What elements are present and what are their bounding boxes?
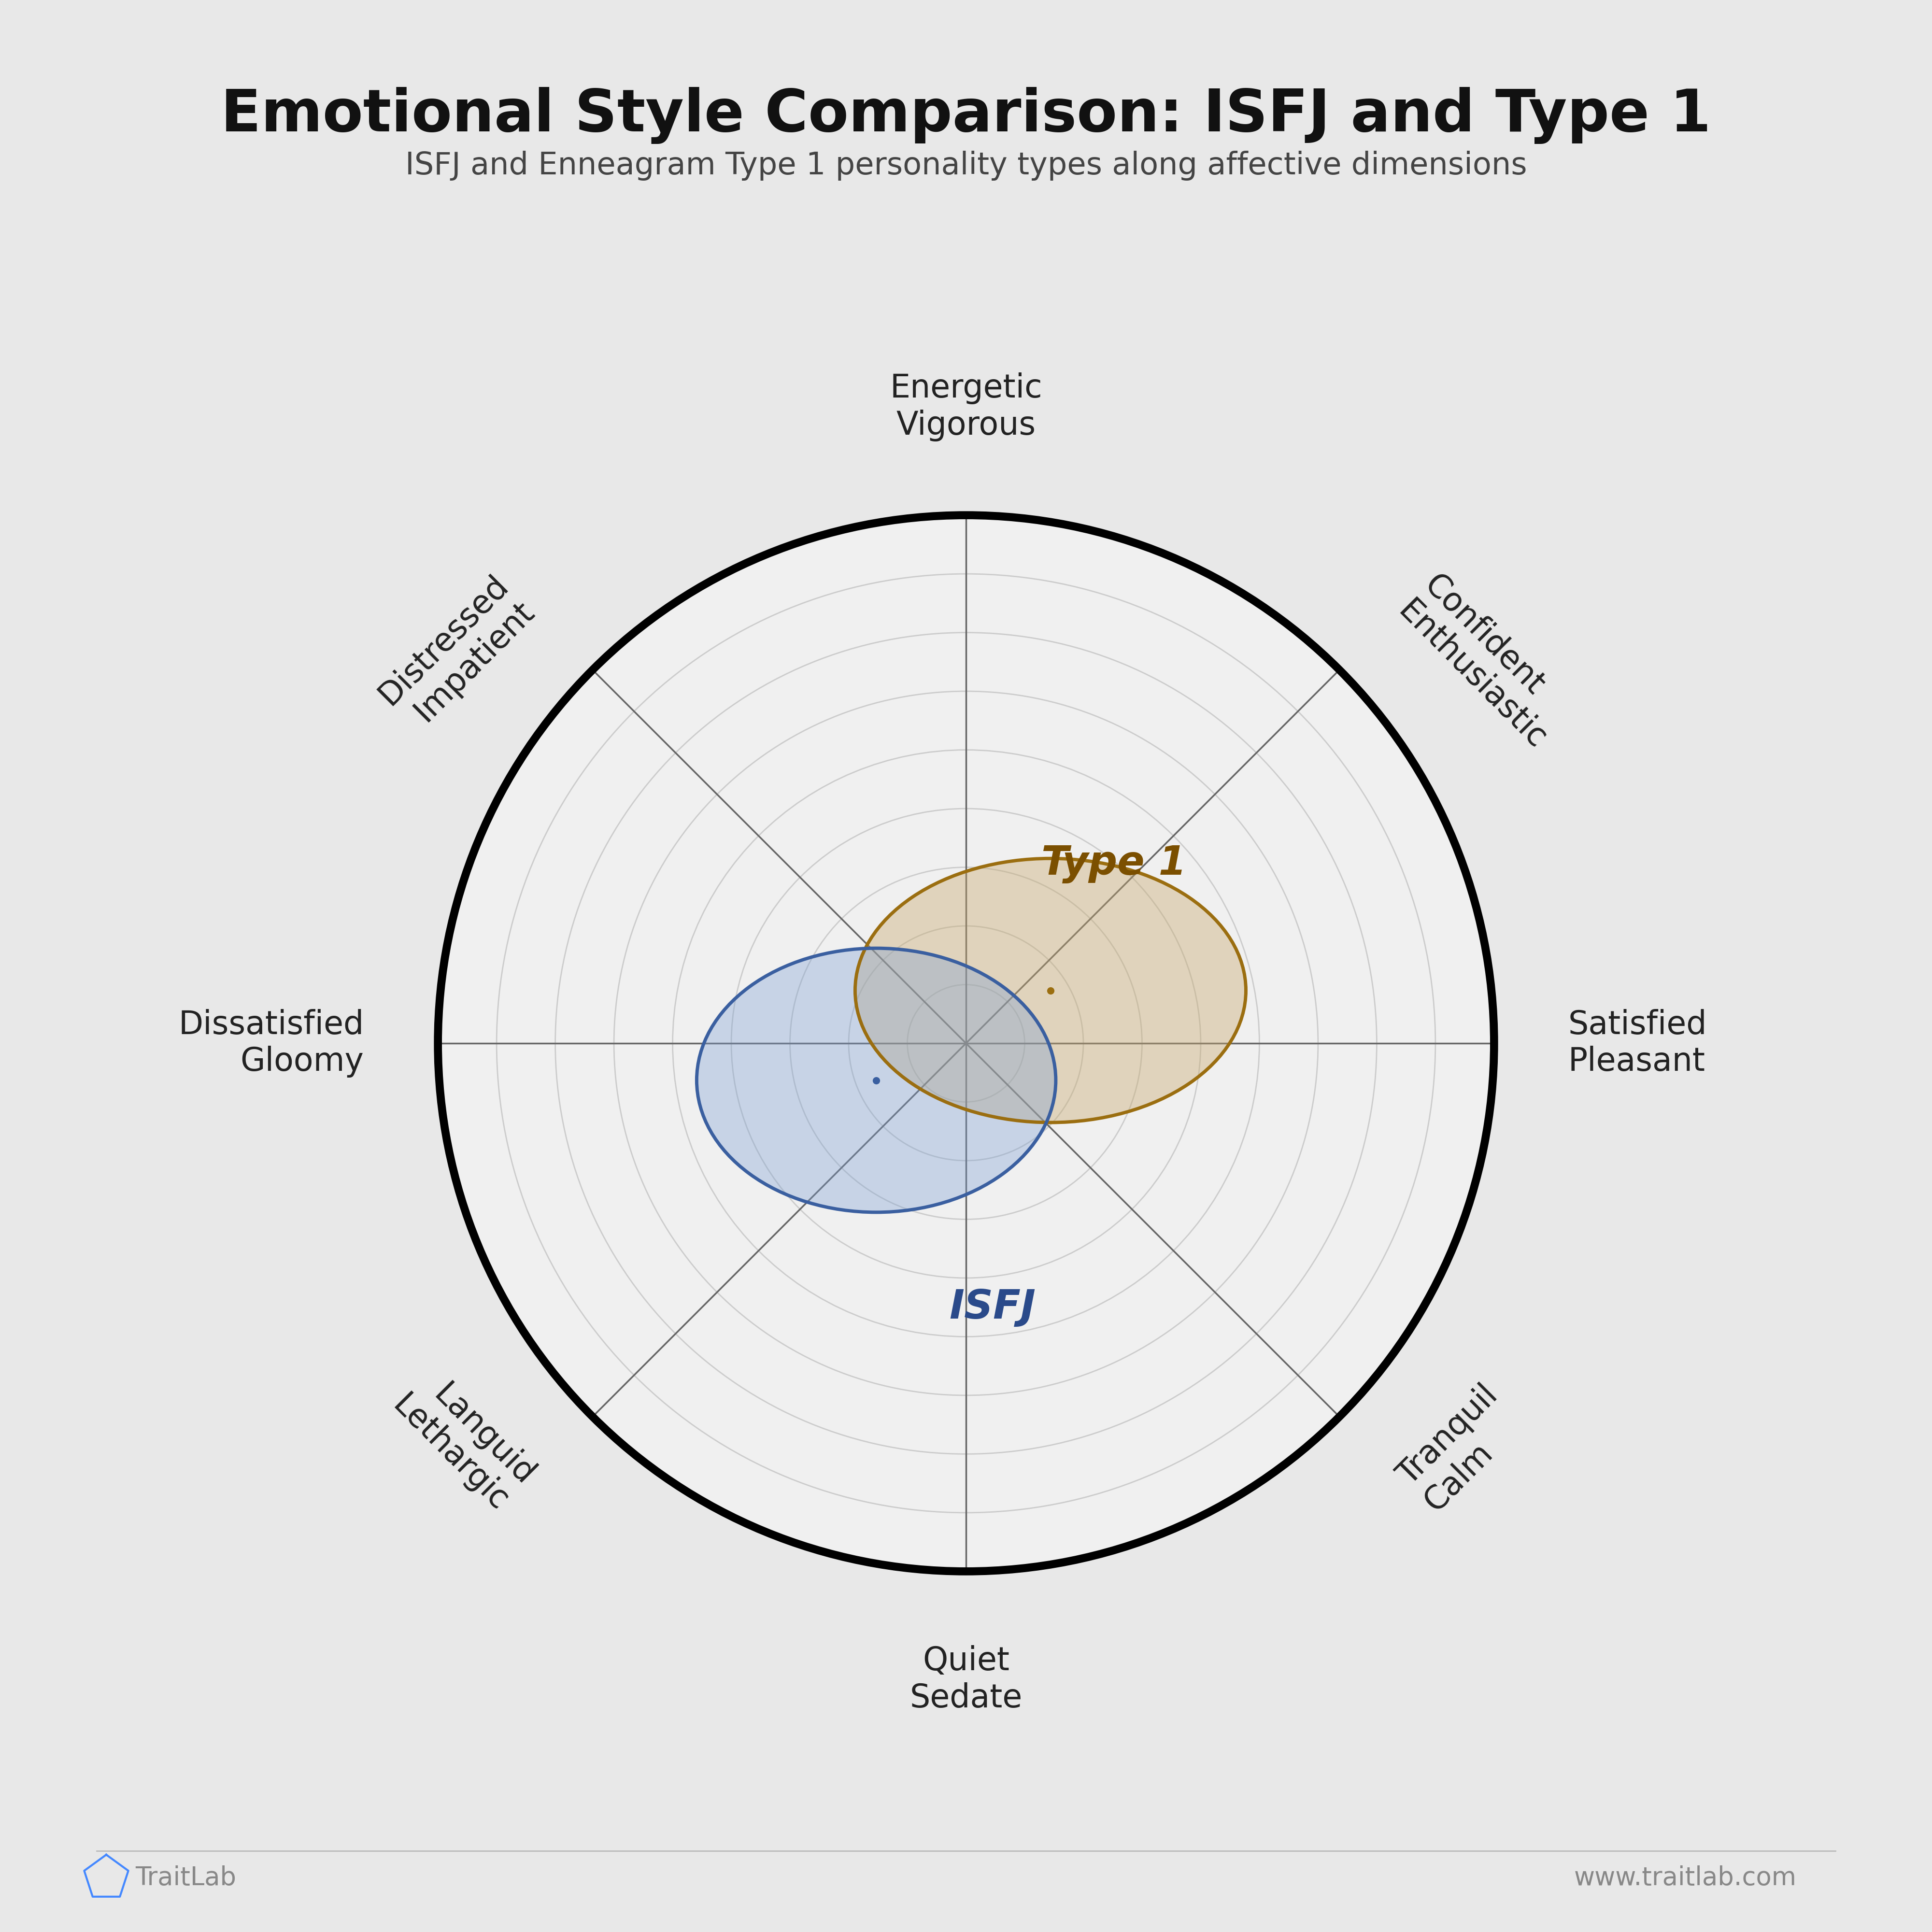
Text: Confident
Enthusiastic: Confident Enthusiastic (1391, 568, 1578, 755)
Text: Languid
Lethargic: Languid Lethargic (386, 1364, 541, 1519)
Text: Energetic
Vigorous: Energetic Vigorous (891, 373, 1041, 440)
Circle shape (439, 516, 1493, 1571)
Text: Distressed
Impatient: Distressed Impatient (373, 568, 541, 738)
Text: Satisfied
Pleasant: Satisfied Pleasant (1569, 1009, 1706, 1078)
Ellipse shape (697, 949, 1055, 1211)
Text: Type 1: Type 1 (1041, 844, 1186, 883)
Point (862, 1065, 893, 1095)
Text: Quiet
Sedate: Quiet Sedate (910, 1646, 1022, 1714)
Text: Emotional Style Comparison: ISFJ and Type 1: Emotional Style Comparison: ISFJ and Typ… (220, 87, 1712, 145)
Text: ISFJ and Enneagram Type 1 personality types along affective dimensions: ISFJ and Enneagram Type 1 personality ty… (406, 151, 1526, 182)
Text: TraitLab: TraitLab (135, 1866, 236, 1889)
Text: Dissatisfied
Gloomy: Dissatisfied Gloomy (178, 1009, 363, 1078)
Ellipse shape (856, 858, 1246, 1122)
Point (1036, 976, 1066, 1007)
Text: www.traitlab.com: www.traitlab.com (1575, 1866, 1797, 1889)
Text: Tranquil
Calm: Tranquil Calm (1391, 1379, 1530, 1519)
Text: ISFJ: ISFJ (949, 1289, 1036, 1327)
